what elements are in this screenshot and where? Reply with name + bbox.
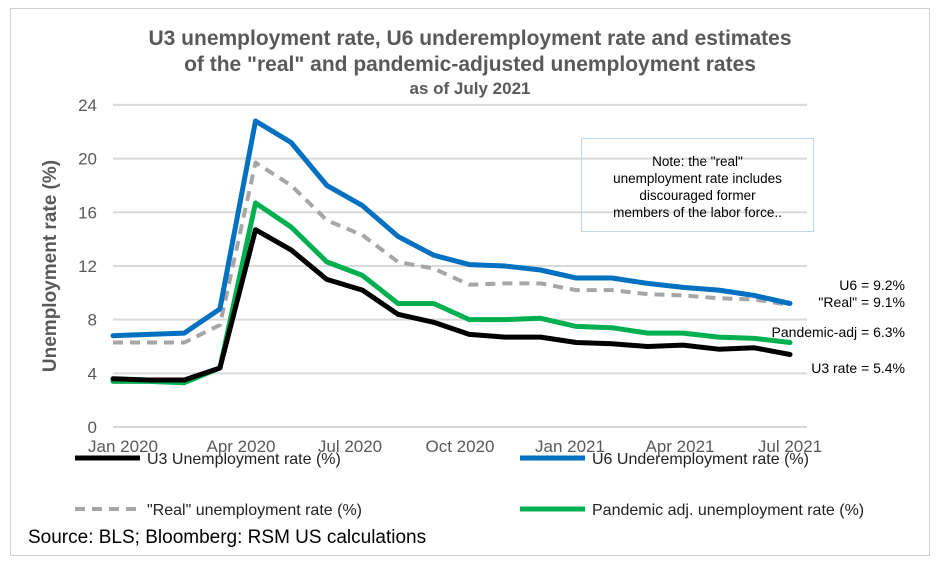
chart-frame (10, 8, 930, 556)
note-line: members of the labor force.. (613, 205, 782, 220)
chart-title-line-2: of the "real" and pandemic-adjusted unem… (184, 53, 756, 76)
y-tick-label: 16 (78, 203, 97, 222)
x-tick-label: Jan 2021 (535, 437, 605, 456)
legend-label: Pandemic adj. unemployment rate (%) (592, 502, 864, 519)
y-tick-label: 20 (78, 150, 97, 169)
series-line-2 (113, 160, 791, 345)
legend-label: U6 Underemployment rate (%) (592, 451, 809, 468)
end-label-u6: U6 = 9.2% (839, 277, 905, 293)
y-tick-label: 0 (88, 418, 97, 437)
note-line: unemployment rate includes (613, 171, 782, 186)
x-tick-label: Apr 2020 (207, 437, 276, 456)
legend-label: "Real" unemployment rate (%) (147, 502, 362, 519)
y-axis-label: Unemployment rate (%) (40, 160, 61, 372)
note-line: discouraged former (639, 188, 756, 203)
x-tick-label: Apr 2021 (646, 437, 715, 456)
x-tick-label: Jul 2021 (758, 437, 822, 456)
y-tick-label: 24 (78, 96, 97, 115)
end-label-u3: U3 rate = 5.4% (811, 360, 905, 376)
legend-label: U3 Unemployment rate (%) (147, 451, 341, 468)
source-note: Source: BLS; Bloomberg: RSM US calculati… (28, 527, 426, 548)
end-label-real: "Real" = 9.1% (818, 294, 905, 310)
series-line-0 (110, 227, 793, 383)
note-line: Note: the "real" (652, 154, 743, 169)
end-label-pandemic-adj: Pandemic-adj = 6.3% (772, 324, 905, 340)
series-line-1 (110, 118, 793, 339)
y-tick-label: 4 (88, 364, 97, 383)
chart-title-line-1: U3 unemployment rate, U6 underemployment… (148, 27, 791, 50)
x-tick-label: Oct 2020 (426, 437, 495, 456)
x-tick-label: Jan 2020 (88, 437, 158, 456)
y-tick-label: 12 (78, 257, 97, 276)
chart-subtitle: as of July 2021 (410, 79, 531, 98)
y-tick-label: 8 (88, 311, 97, 330)
x-tick-label: Jul 2020 (318, 437, 382, 456)
annotation-note-box: Note: the "real" unemployment rate inclu… (581, 138, 814, 232)
